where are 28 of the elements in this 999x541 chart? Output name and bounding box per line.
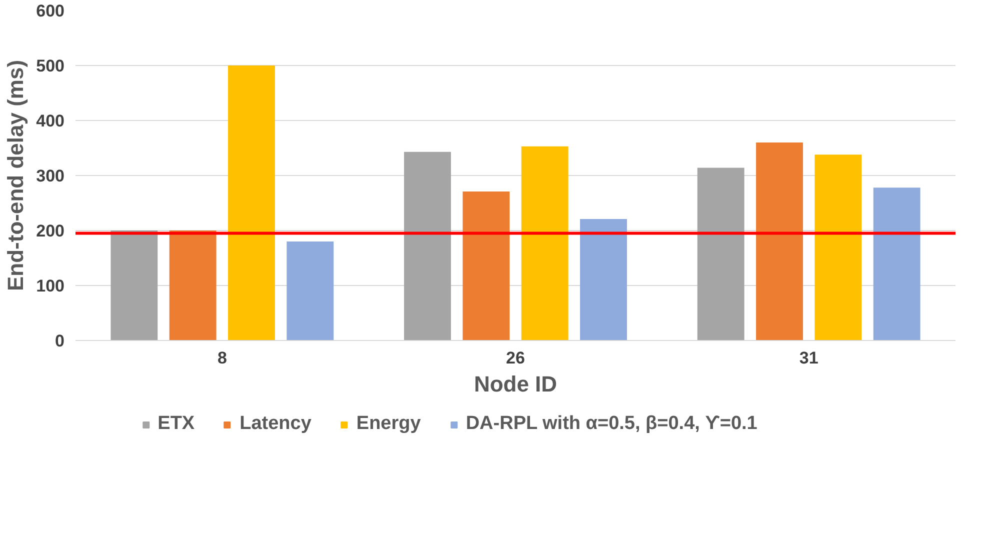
- y-tick-label: 0: [55, 332, 65, 350]
- legend-label: DA-RPL with α=0.5, β=0.4, ϒ=0.1: [466, 413, 758, 435]
- bar: [814, 154, 862, 340]
- bar: [756, 142, 803, 340]
- y-tick-label: 400: [36, 112, 65, 130]
- y-tick-label: 200: [36, 222, 65, 240]
- x-tick-label: 26: [506, 348, 525, 368]
- y-tick-label: 100: [36, 276, 65, 296]
- bar: [697, 168, 744, 340]
- y-axis-title: End-to-end delay (ms): [3, 60, 28, 292]
- bar: [873, 188, 920, 340]
- bar: [404, 152, 451, 340]
- y-tick-label: 300: [36, 166, 65, 186]
- bar: [228, 66, 275, 340]
- bar: [462, 191, 510, 340]
- bar: [580, 218, 627, 340]
- legend-label: Energy: [356, 413, 421, 435]
- y-tick-label: 600: [36, 2, 65, 20]
- x-tick-label: 31: [799, 348, 818, 368]
- bar: [169, 230, 216, 340]
- x-axis-title: Node ID: [474, 372, 558, 396]
- bar: [286, 242, 334, 340]
- bar: [110, 230, 158, 340]
- y-tick-label: 500: [36, 56, 65, 76]
- legend-label: ETX: [158, 413, 195, 435]
- legend-label: Latency: [240, 413, 312, 435]
- bar: [521, 146, 568, 340]
- x-tick-label: 8: [217, 348, 227, 368]
